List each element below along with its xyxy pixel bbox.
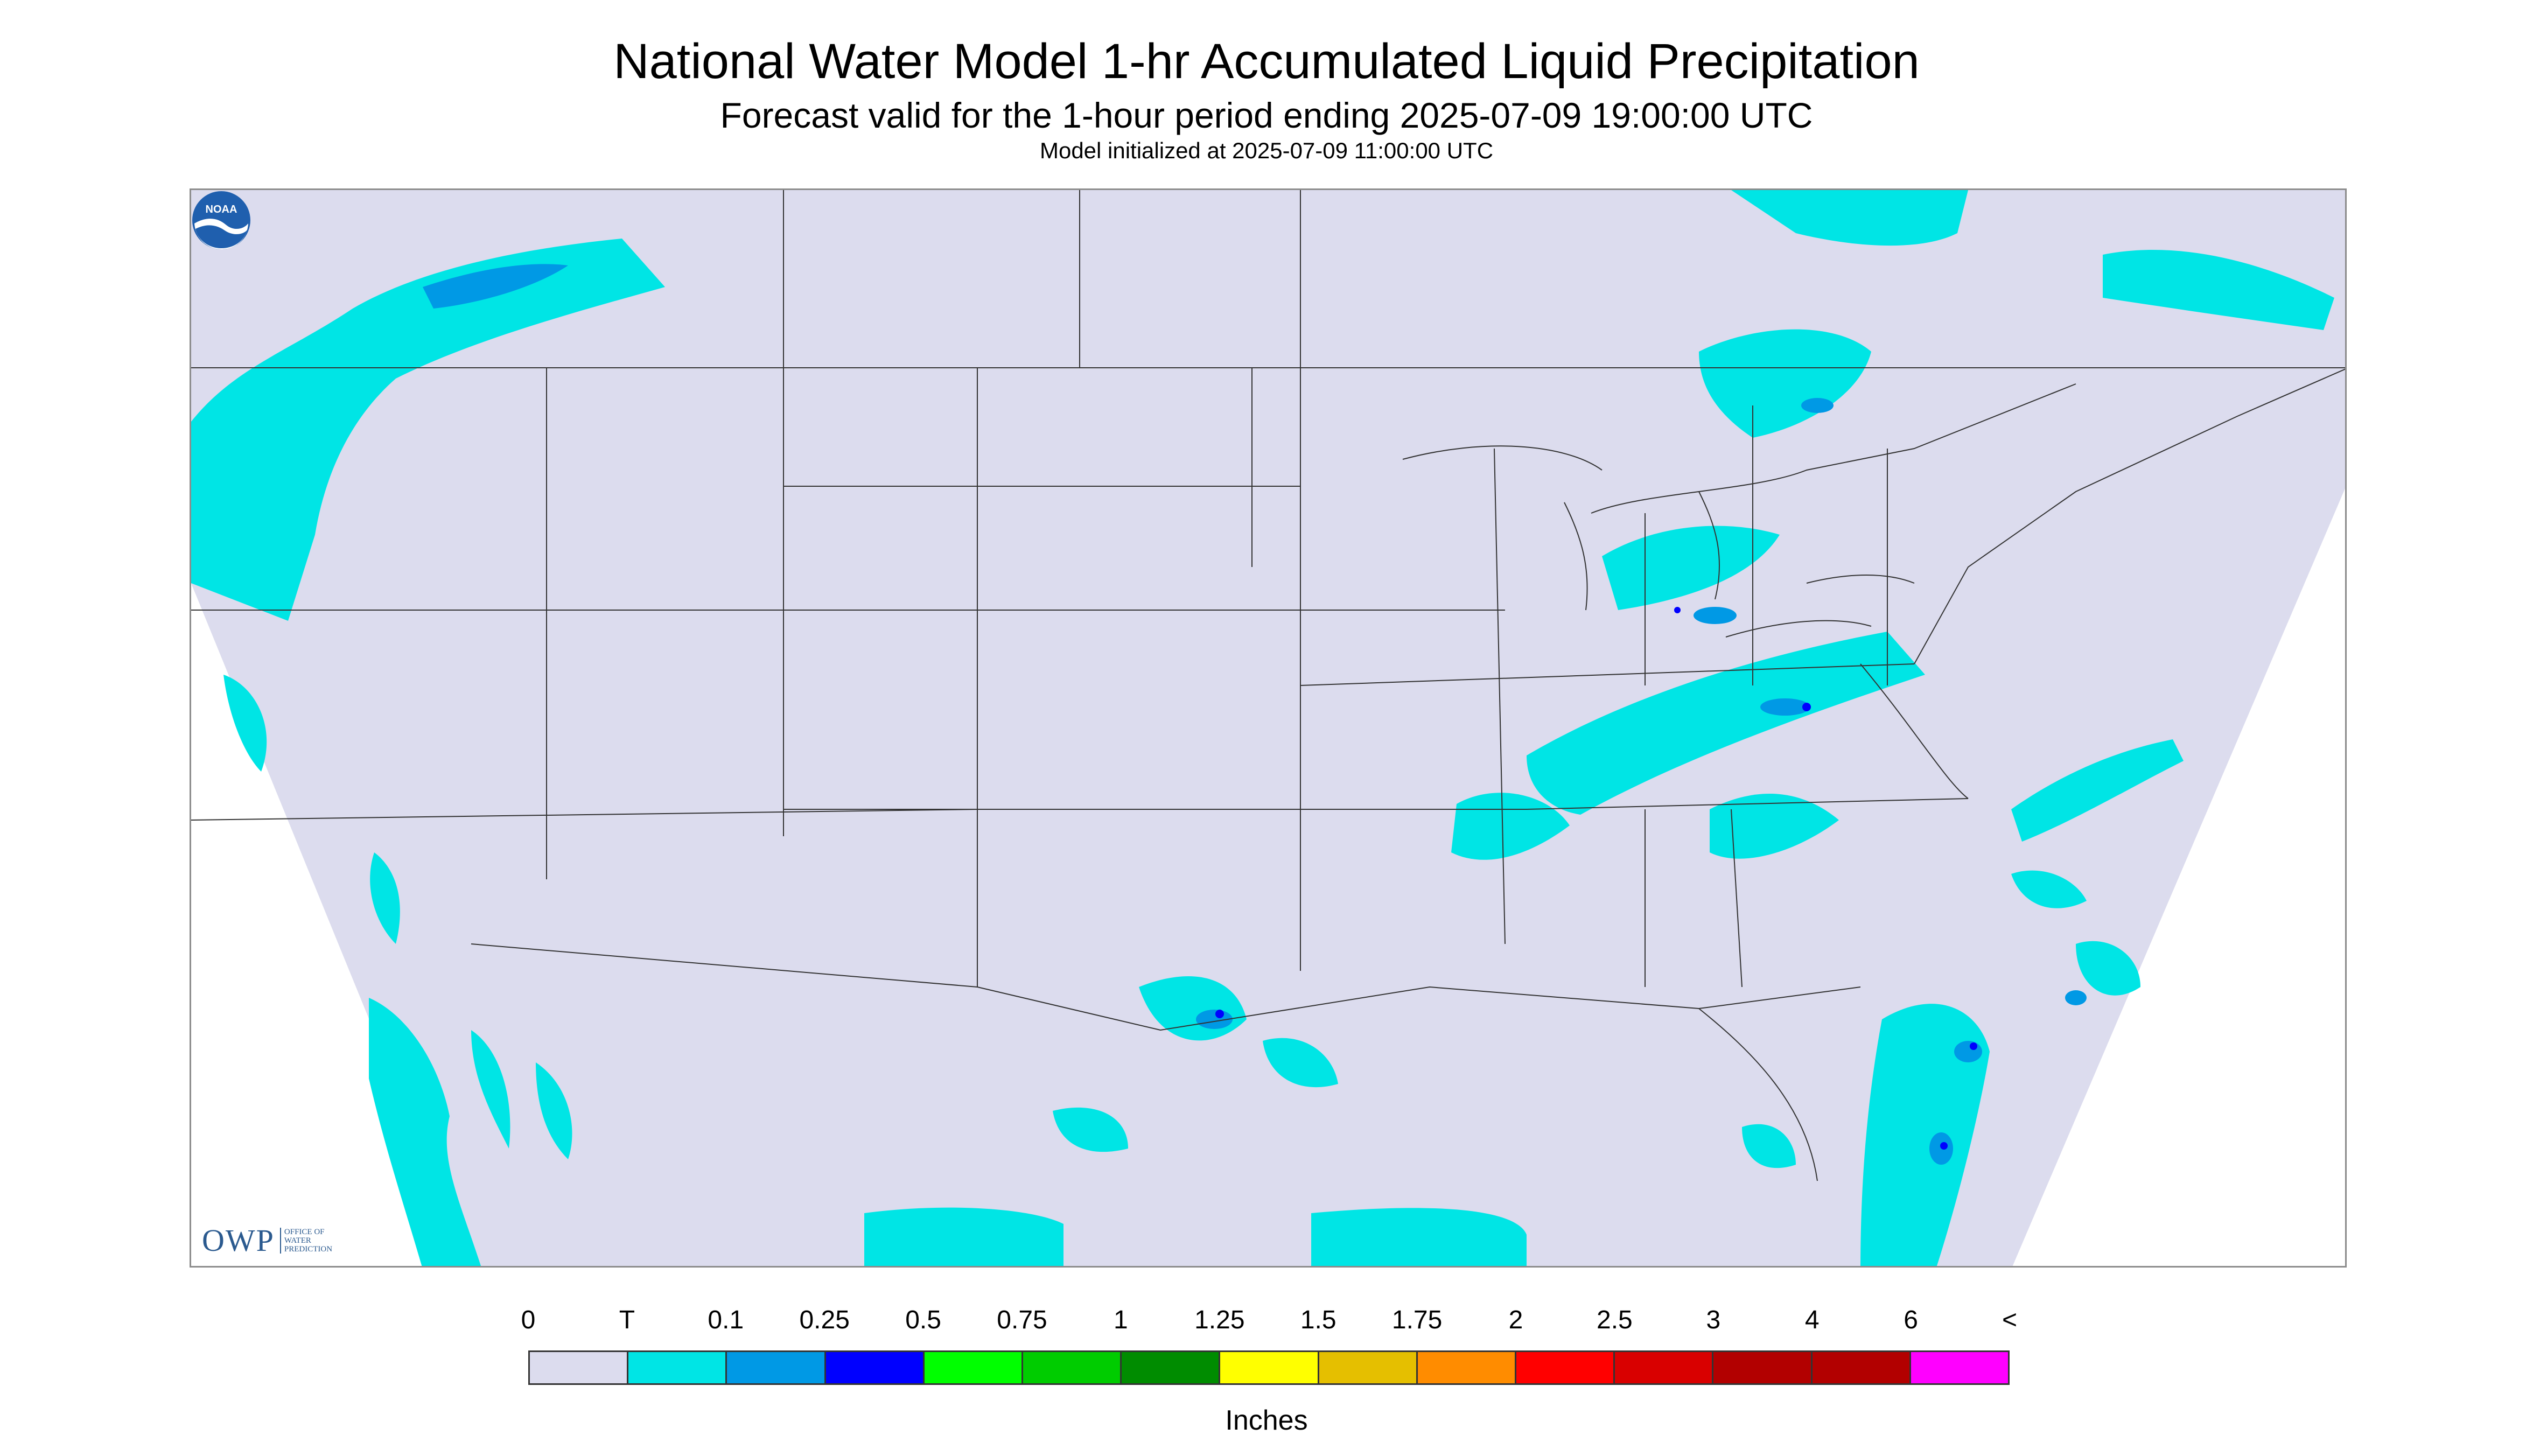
legend-swatch — [727, 1352, 826, 1383]
legend-swatch — [1417, 1352, 1517, 1383]
map-canvas — [191, 190, 2345, 1266]
owp-logo-subtitle: Office of Water Prediction — [279, 1227, 333, 1254]
legend-label: < — [2002, 1306, 2018, 1334]
legend-swatch — [1812, 1352, 1911, 1383]
legend-swatch — [1615, 1352, 1714, 1383]
outside-domain-left — [191, 190, 470, 1266]
legend-colorbar — [528, 1350, 2010, 1385]
precip-trace-areas — [191, 190, 2334, 1266]
legend-swatch — [1516, 1352, 1615, 1383]
legend-swatch — [1220, 1352, 1319, 1383]
owp-logo-line1: Office of — [284, 1227, 325, 1236]
legend-swatch — [1319, 1352, 1418, 1383]
legend-label: 0.1 — [708, 1306, 744, 1334]
owp-logo-line3: Prediction — [284, 1244, 333, 1254]
outside-domain-right — [2012, 488, 2345, 1266]
legend-swatch — [825, 1352, 925, 1383]
legend-label: 0.5 — [905, 1306, 941, 1334]
legend-label: 0.75 — [997, 1306, 1047, 1334]
precipitation-map[interactable]: OWP Office of Water Prediction NOAA — [190, 188, 2347, 1268]
legend-label: 1.25 — [1194, 1306, 1245, 1334]
legend-label: 0 — [521, 1306, 536, 1334]
owp-logo-letters: OWP — [202, 1223, 275, 1258]
legend-label: 6 — [1904, 1306, 1918, 1334]
noaa-logo-text: NOAA — [206, 204, 237, 215]
legend-labels: 0 T 0.1 0.25 0.5 0.75 1 1.25 1.5 1.75 2 2.5 3 4 6 < — [485, 1305, 2054, 1338]
legend-swatch — [1713, 1352, 1813, 1383]
map-title: National Water Model 1-hr Accumulated Li… — [613, 34, 1920, 89]
legend-label: 0.25 — [799, 1306, 850, 1334]
lakes — [1402, 445, 1915, 638]
legend-label: T — [619, 1306, 635, 1334]
legend-swatch — [1122, 1352, 1221, 1383]
legend-label: 4 — [1804, 1306, 1820, 1334]
owp-logo: OWP Office of Water Prediction — [202, 1222, 332, 1258]
legend-units: Inches — [1225, 1405, 1308, 1436]
domain-fill — [191, 190, 2345, 1266]
legend-label: 1 — [1114, 1306, 1128, 1334]
legend-label: 3 — [1706, 1306, 1721, 1334]
legend-label: 2.5 — [1597, 1306, 1633, 1334]
legend-label: 1.5 — [1300, 1306, 1337, 1334]
boundaries — [191, 190, 2345, 1181]
legend-swatch — [924, 1352, 1024, 1383]
legend-swatch — [530, 1352, 629, 1383]
model-init-text: Model initialized at 2025-07-09 11:00:00… — [1039, 138, 1494, 163]
legend-swatch — [628, 1352, 727, 1383]
noaa-logo-icon: NOAA — [192, 191, 250, 249]
legend-swatch — [1911, 1352, 2009, 1383]
legend-label: 2 — [1508, 1306, 1523, 1334]
precip-heavy-cells — [1215, 607, 1977, 1150]
legend-swatch — [1023, 1352, 1122, 1383]
legend-label: 1.75 — [1391, 1306, 1443, 1334]
map-subtitle: Forecast valid for the 1-hour period end… — [720, 95, 1813, 135]
owp-logo-line2: Water — [284, 1236, 311, 1245]
